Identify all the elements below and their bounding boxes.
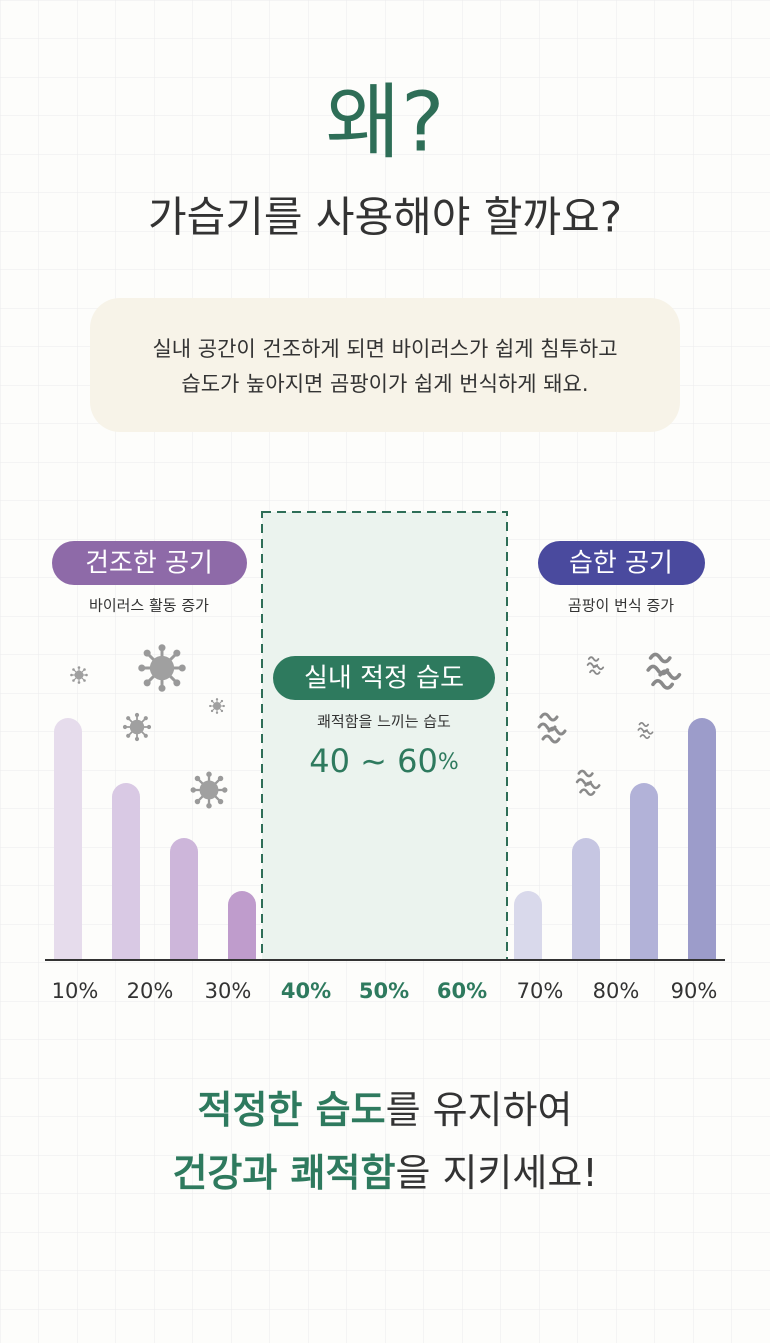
scale-label: 70% [517,979,564,1003]
humid-label: 습한 공기 [569,549,673,579]
scale-label: 80% [593,979,640,1003]
scale-label: 50% [359,979,409,1003]
scale-labels: 10% 20% 30% 40% 50% 60% 70% 80% 90% [52,979,718,1003]
optimal-pill [273,656,495,700]
scale-label: 40% [281,979,331,1003]
optimal-note: 쾌적함을 느끼는 습도 [317,713,451,731]
title: 왜? [326,75,445,170]
dry-note: 바이러스 활동 증가 [89,597,209,615]
scale-label: 60% [437,979,487,1003]
scale-label: 90% [671,979,718,1003]
intro-box [90,298,680,432]
dry-pill [52,541,247,585]
closing-line: 적정한 습도를 유지하여 [198,1088,573,1132]
scale-label: 30% [205,979,252,1003]
dry-label: 건조한 공기 [85,549,213,579]
optimal-range: 40 ~ 60% [309,742,459,780]
humid-note: 곰팡이 번식 증가 [568,597,674,615]
range-unit: % [438,750,459,775]
scale-label: 20% [127,979,174,1003]
closing-rest: 을 지키세요! [395,1151,597,1195]
closing-line: 건강과 쾌적함을 지키세요! [172,1151,597,1195]
range-value: 40 ~ 60 [309,742,438,780]
optimal-label: 실내 적정 습도 [304,664,464,694]
scale-label: 10% [52,979,99,1003]
subtitle: 가습기를 사용해야 할까요? [148,193,622,242]
closing-highlight: 건강과 쾌적함 [172,1151,395,1195]
closing-rest: 를 유지하여 [386,1088,573,1132]
closing-highlight: 적정한 습도 [198,1088,386,1132]
intro-line: 습도가 높아지면 곰팡이가 쉽게 번식하게 돼요. [181,372,588,396]
intro-line: 실내 공간이 건조하게 되면 바이러스가 쉽게 침투하고 [152,337,617,361]
optimal-zone [261,511,508,961]
humid-pill [538,541,705,585]
level-bars [54,718,716,960]
